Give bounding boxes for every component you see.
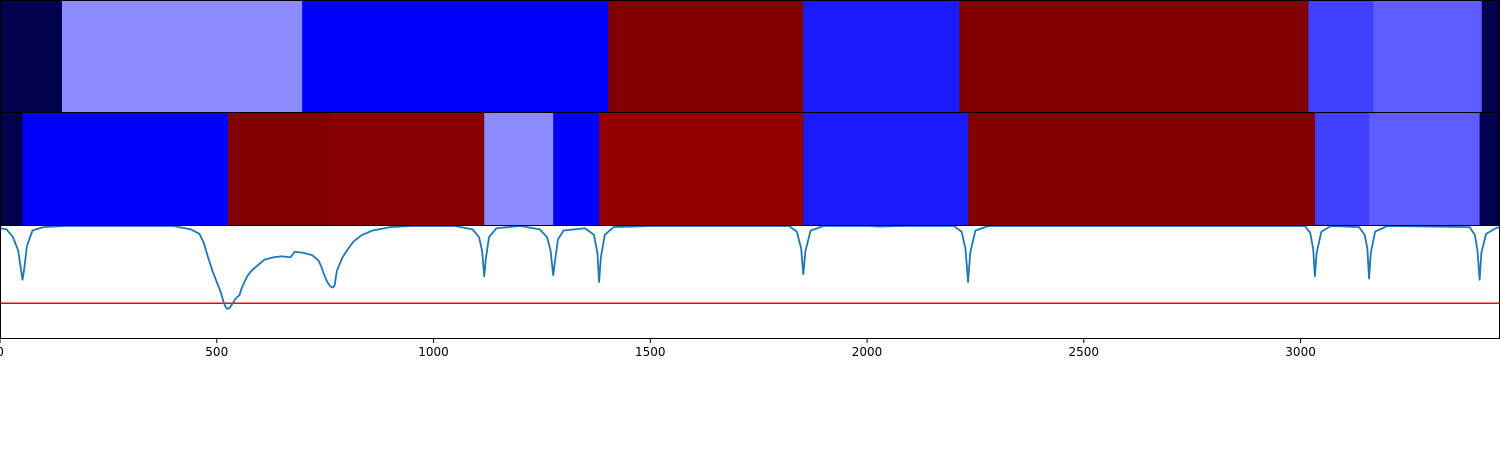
line-panel — [0, 225, 1500, 310]
heatmap-cell-r1-8 — [1373, 1, 1483, 112]
heatmap-cell-r1-6 — [959, 1, 1309, 112]
heatmap-cell-r1-5 — [803, 1, 960, 112]
heatmap-cell-r1-2 — [61, 1, 303, 112]
heatmap-row-1 — [0, 1, 1500, 112]
panel-frame-3 — [0, 225, 1500, 339]
heatmap-cell-r2-3 — [228, 113, 331, 225]
heatmap-cell-r2-4 — [329, 113, 485, 225]
heatmap-cell-r2-6 — [553, 113, 600, 225]
heatmap-cell-r2-9 — [968, 113, 1316, 225]
heatmap-cell-r2-8 — [803, 113, 969, 225]
x-tick-label-0: 0 — [0, 345, 4, 359]
heatmap-cell-r1-4 — [608, 1, 804, 112]
x-tick-label-3000: 3000 — [1285, 345, 1316, 359]
heatmap-cell-r1-3 — [302, 1, 609, 112]
heatmap-cell-r1-7 — [1308, 1, 1374, 112]
heatmap-cell-r2-1 — [0, 113, 24, 225]
heatmap-cell-r2-12 — [1479, 113, 1500, 225]
heatmap-cell-r2-11 — [1369, 113, 1481, 225]
heatmap-cell-r1-1 — [0, 1, 63, 112]
x-tick-label-500: 500 — [205, 345, 228, 359]
x-tick-label-2500: 2500 — [1069, 345, 1100, 359]
x-tick-label-2000: 2000 — [852, 345, 883, 359]
heatmap-cell-r2-10 — [1314, 113, 1370, 225]
x-tick-label-1500: 1500 — [635, 345, 666, 359]
heatmap-cell-r2-7 — [599, 113, 804, 225]
heatmap-cell-r2-5 — [484, 113, 554, 225]
x-axis: 0 500 1000 1500 2000 2500 3000 — [0, 338, 1316, 359]
series-line — [0, 225, 1500, 310]
heatmap-cell-r2-2 — [22, 113, 229, 225]
heatmap-row-2 — [0, 113, 1500, 225]
heatmap-cell-r1-9 — [1481, 1, 1500, 112]
x-tick-label-1000: 1000 — [418, 345, 449, 359]
